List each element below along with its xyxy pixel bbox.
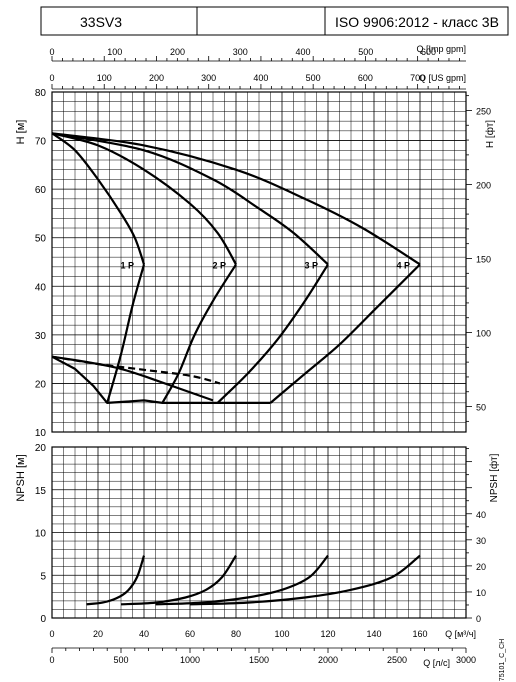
imp-tick-label: 100 xyxy=(107,47,122,57)
us-tick-label: 100 xyxy=(97,73,112,83)
q-ls-tick: 3000 xyxy=(456,655,476,665)
npsh-panel: 0 5 10 15 20 0 10 20 30 40 xyxy=(35,443,486,625)
h-m-tick: 30 xyxy=(35,331,47,342)
us-tick-label: 700 xyxy=(410,73,425,83)
head-curve-4p xyxy=(269,263,421,404)
h-m-tick: 20 xyxy=(35,379,47,390)
npsh-m-tick: 20 xyxy=(35,443,47,454)
npsh-m-tick: 5 xyxy=(40,571,46,582)
head-curve-3p xyxy=(216,263,329,404)
npsh-frame xyxy=(51,446,467,619)
npsh-m-tick: 0 xyxy=(40,614,46,625)
npsh-ft-tick: 40 xyxy=(476,510,486,520)
header: 33SV3 ISO 9906:2012 - класс 3B xyxy=(40,6,509,36)
h-ft-tick: 250 xyxy=(476,106,491,116)
npsh-m-tick: 15 xyxy=(35,486,47,497)
q-m3h-axis-label: Q [м³/ч] xyxy=(445,629,476,639)
npsh-curve-1p xyxy=(86,555,146,606)
q-m3h-tick: 20 xyxy=(93,629,103,639)
q-ls-tick: 1500 xyxy=(249,655,269,665)
us-tick-label: 600 xyxy=(358,73,373,83)
q-m3h-tick: 140 xyxy=(366,629,381,639)
q-m3h-tick: 100 xyxy=(274,629,289,639)
h-ft-tick: 200 xyxy=(476,180,491,190)
npsh-m-axis-label: NPSH [м] xyxy=(15,454,27,501)
imp-gpm-label: Q [Imp gpm] xyxy=(416,44,466,54)
h-m-tick: 80 xyxy=(35,88,47,99)
curve-label: 3 P xyxy=(304,260,318,270)
imp-tick-label: 600 xyxy=(421,47,436,57)
npsh-curve-2p xyxy=(120,554,237,606)
q-ls-tick: 2500 xyxy=(387,655,407,665)
curve-label: 2 P xyxy=(212,260,226,270)
head-curve-2p xyxy=(161,263,237,404)
drawing-code: 75101_C_CH xyxy=(499,639,506,681)
h-m-tick: 10 xyxy=(35,428,47,439)
model-label: 33SV3 xyxy=(80,14,122,30)
npsh-m-tick: 10 xyxy=(35,529,47,540)
imp-tick-label: 300 xyxy=(233,47,248,57)
q-m3h-tick: 80 xyxy=(231,629,241,639)
q-m3h-tick: 160 xyxy=(412,629,427,639)
head-frame xyxy=(51,91,467,433)
curve-label: 1 P xyxy=(120,260,134,270)
head-curve-1p xyxy=(106,264,146,404)
head-panel: 10 20 30 40 50 60 70 80 50 100 150 200 250 1 P 2 P 3 P 4… xyxy=(35,88,491,439)
q-ls-tick: 0 xyxy=(49,655,54,665)
q-ls-tick: 1000 xyxy=(180,655,200,665)
q-ls-axis-label: Q [л/с] xyxy=(423,658,450,668)
h-ft-axis-label: H [фт] xyxy=(484,120,496,148)
imp-tick-label: 500 xyxy=(358,47,373,57)
head-curve-dashed xyxy=(51,355,221,385)
q-ls-tick: 2000 xyxy=(318,655,338,665)
h-ft-tick: 150 xyxy=(476,255,491,265)
npsh-curve-4p xyxy=(189,554,421,606)
q-m3h-tick: 60 xyxy=(185,629,195,639)
imp-tick-label: 0 xyxy=(49,47,54,57)
npsh-ft-axis-label: NPSH [фт] xyxy=(488,453,500,502)
us-tick-label: 500 xyxy=(306,73,321,83)
npsh-ft-tick: 20 xyxy=(476,562,486,572)
bottom-flow-axes: 0 20 40 60 80 100 120 140 160 0 500 1000 1500 2000 250… xyxy=(49,629,476,665)
header-frame xyxy=(40,6,509,36)
q-m3h-tick: 40 xyxy=(139,629,149,639)
us-tick-label: 200 xyxy=(149,73,164,83)
npsh-curve-3p xyxy=(155,554,329,606)
h-m-axis-label: H [м] xyxy=(15,120,27,145)
us-tick-label: 400 xyxy=(253,73,268,83)
h-m-tick: 60 xyxy=(35,185,47,196)
head-curve-lower xyxy=(51,355,271,404)
h-m-tick: 70 xyxy=(35,137,47,148)
imp-tick-label: 200 xyxy=(170,47,185,57)
us-tick-label: 0 xyxy=(49,73,54,83)
npsh-ft-tick: 30 xyxy=(476,536,486,546)
head-curve-4p xyxy=(51,132,421,266)
npsh-ft-tick: 0 xyxy=(476,614,481,624)
npsh-ft-tick: 10 xyxy=(476,588,486,598)
h-ft-tick: 100 xyxy=(476,329,491,339)
us-tick-label: 300 xyxy=(201,73,216,83)
head-curve-2p xyxy=(51,132,237,265)
imp-tick-label: 400 xyxy=(295,47,310,57)
standard-label: ISO 9906:2012 - класс 3B xyxy=(335,14,499,30)
h-ft-tick: 50 xyxy=(476,403,486,413)
q-m3h-tick: 0 xyxy=(49,629,54,639)
h-m-tick: 40 xyxy=(35,282,47,293)
q-m3h-tick: 120 xyxy=(320,629,335,639)
top-flow-axes: Q [Imp gpm] Q [US gpm] 0 100 200 300 400 500 6… xyxy=(49,44,466,90)
us-gpm-label: Q [US gpm] xyxy=(419,73,466,83)
head-curve-1p xyxy=(51,132,146,265)
q-ls-tick: 500 xyxy=(113,655,128,665)
curve-label: 4 P xyxy=(396,260,410,270)
h-m-tick: 50 xyxy=(35,234,47,245)
head-curve-3p xyxy=(51,132,329,266)
